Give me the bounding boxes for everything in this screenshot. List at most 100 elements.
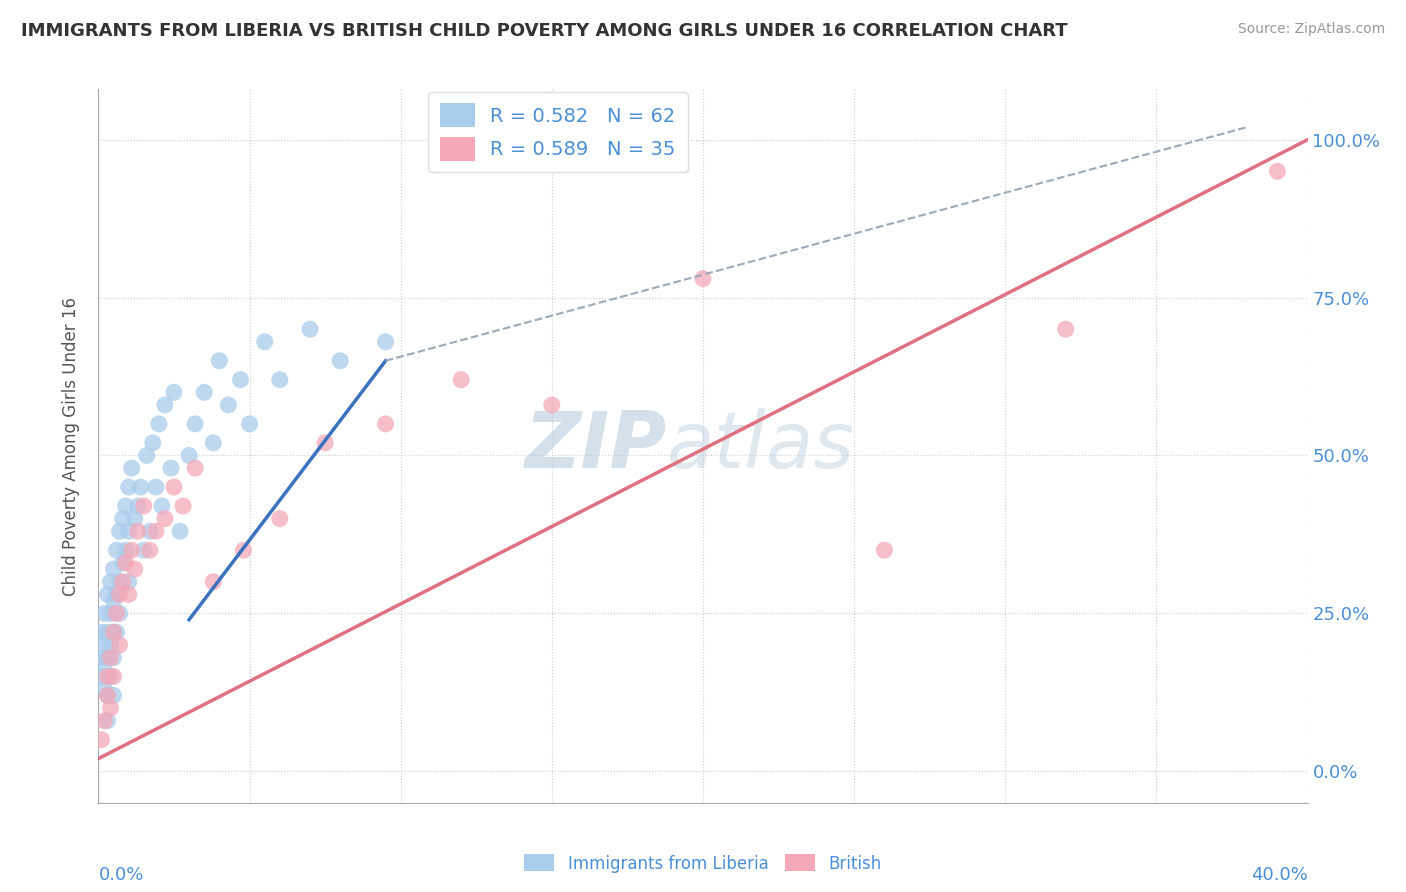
Point — [103, 669, 125, 683]
Point — [100, 607, 122, 621]
Point — [127, 499, 149, 513]
Point — [314, 435, 336, 450]
Point — [450, 373, 472, 387]
Point — [153, 511, 176, 525]
Point — [124, 562, 146, 576]
Point — [163, 385, 186, 400]
Point — [202, 435, 225, 450]
Point — [96, 689, 118, 703]
Point — [118, 574, 141, 589]
Point — [108, 524, 131, 539]
Point — [873, 543, 896, 558]
Point — [114, 499, 136, 513]
Point — [253, 334, 276, 349]
Point — [229, 373, 252, 387]
Point — [145, 480, 167, 494]
Point — [145, 524, 167, 539]
Point — [114, 543, 136, 558]
Text: ZIP: ZIP — [524, 408, 666, 484]
Point — [100, 638, 122, 652]
Point — [129, 480, 152, 494]
Point — [269, 511, 291, 525]
Point — [103, 625, 125, 640]
Point — [103, 650, 125, 665]
Point — [160, 461, 183, 475]
Point — [100, 574, 122, 589]
Point — [148, 417, 170, 431]
Point — [208, 353, 231, 368]
Point — [114, 556, 136, 570]
Point — [93, 607, 115, 621]
Point — [100, 701, 122, 715]
Point — [105, 607, 128, 621]
Point — [329, 353, 352, 368]
Point — [90, 669, 112, 683]
Point — [96, 625, 118, 640]
Point — [139, 543, 162, 558]
Point — [96, 689, 118, 703]
Point — [96, 650, 118, 665]
Y-axis label: Child Poverty Among Girls Under 16: Child Poverty Among Girls Under 16 — [62, 296, 80, 596]
Point — [184, 417, 207, 431]
Text: Source: ZipAtlas.com: Source: ZipAtlas.com — [1237, 22, 1385, 37]
Point — [90, 650, 112, 665]
Point — [100, 650, 122, 665]
Point — [1267, 164, 1289, 178]
Point — [108, 607, 131, 621]
Point — [93, 714, 115, 728]
Point — [184, 461, 207, 475]
Point — [96, 669, 118, 683]
Text: 40.0%: 40.0% — [1251, 866, 1308, 884]
Point — [299, 322, 322, 336]
Point — [135, 449, 157, 463]
Point — [96, 587, 118, 601]
Point — [90, 625, 112, 640]
Point — [93, 682, 115, 697]
Point — [108, 587, 131, 601]
Point — [108, 574, 131, 589]
Point — [118, 587, 141, 601]
Point — [139, 524, 162, 539]
Point — [232, 543, 254, 558]
Point — [142, 435, 165, 450]
Point — [103, 689, 125, 703]
Point — [111, 511, 134, 525]
Point — [111, 574, 134, 589]
Point — [692, 271, 714, 285]
Point — [193, 385, 215, 400]
Point — [1054, 322, 1077, 336]
Text: 0.0%: 0.0% — [98, 866, 143, 884]
Legend: Immigrants from Liberia, British: Immigrants from Liberia, British — [517, 847, 889, 880]
Point — [105, 625, 128, 640]
Point — [153, 398, 176, 412]
Point — [150, 499, 173, 513]
Legend: R = 0.582   N = 62, R = 0.589   N = 35: R = 0.582 N = 62, R = 0.589 N = 35 — [429, 92, 688, 172]
Point — [163, 480, 186, 494]
Point — [172, 499, 194, 513]
Point — [169, 524, 191, 539]
Point — [93, 657, 115, 671]
Point — [202, 574, 225, 589]
Point — [124, 511, 146, 525]
Point — [374, 417, 396, 431]
Point — [132, 499, 155, 513]
Point — [269, 373, 291, 387]
Point — [96, 714, 118, 728]
Point — [105, 543, 128, 558]
Point — [540, 398, 562, 412]
Point — [217, 398, 239, 412]
Point — [118, 524, 141, 539]
Point — [121, 461, 143, 475]
Point — [374, 334, 396, 349]
Point — [239, 417, 262, 431]
Point — [100, 669, 122, 683]
Point — [179, 449, 201, 463]
Point — [103, 593, 125, 607]
Text: IMMIGRANTS FROM LIBERIA VS BRITISH CHILD POVERTY AMONG GIRLS UNDER 16 CORRELATIO: IMMIGRANTS FROM LIBERIA VS BRITISH CHILD… — [21, 22, 1067, 40]
Point — [127, 524, 149, 539]
Point — [103, 562, 125, 576]
Point — [105, 587, 128, 601]
Point — [103, 625, 125, 640]
Point — [118, 480, 141, 494]
Point — [93, 638, 115, 652]
